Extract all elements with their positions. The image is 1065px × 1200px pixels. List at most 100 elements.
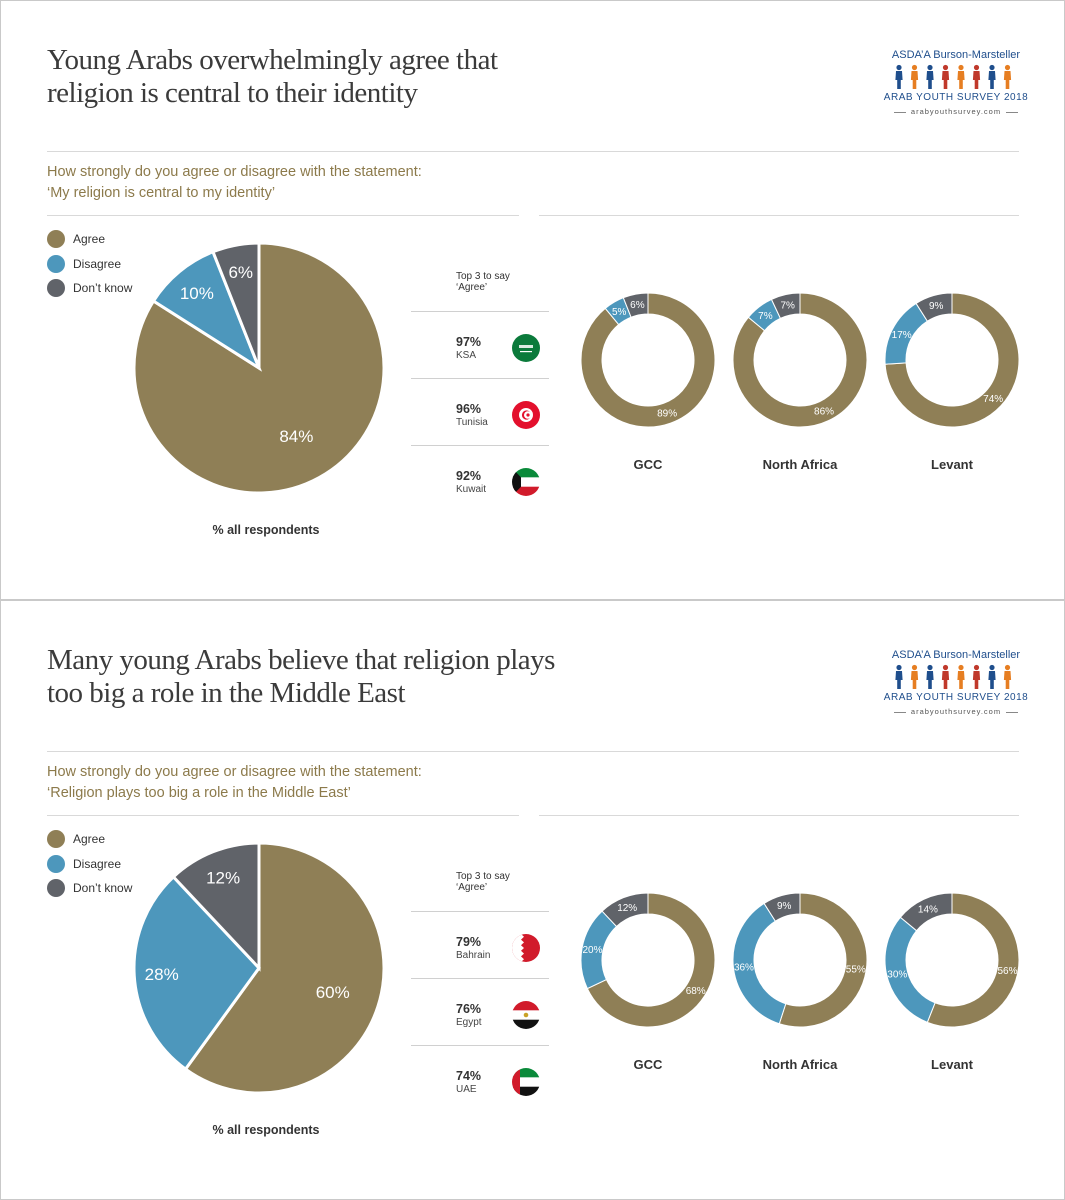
donut-slice-label: 74% (983, 394, 1003, 405)
slice-agree (778, 892, 868, 1028)
donut-slice-label: 30% (887, 970, 907, 981)
donut-slice-label: 17% (892, 330, 912, 341)
top3-row: 76% Egypt (411, 978, 549, 1045)
slice-dont-know (763, 892, 801, 922)
top3-country: UAE (456, 1084, 477, 1095)
top3-table: Top 3 to say ‘Agree’ 97% KSA 96% Tunisia… (411, 271, 549, 512)
slice-agree (586, 892, 716, 1028)
slide-religion-role: Many young Arabs believe that religion p… (0, 600, 1065, 1200)
slice-disagree (132, 874, 261, 1072)
person-figure-icon (926, 64, 934, 89)
chart-caption: % all respondents (212, 523, 320, 537)
top3-title: Top 3 to say ‘Agree’ (411, 871, 549, 911)
legend-label: Disagree (73, 256, 122, 271)
donut-slice-label: 9% (929, 301, 944, 312)
donut-slice-label: 56% (997, 966, 1017, 977)
donut-slice-label: 7% (758, 311, 773, 322)
person-figure-icon (910, 664, 919, 689)
donut-slice-label: 9% (777, 901, 792, 912)
slice-agree (732, 292, 868, 428)
slice-agree (580, 292, 716, 428)
legend-label: Don’t know (73, 881, 133, 896)
person-figure-icon (957, 664, 965, 689)
person-figure-icon (1003, 64, 1012, 89)
person-figure-icon (926, 664, 934, 689)
legend-label: Agree (73, 832, 106, 847)
brand-logo: ASDA’A Burson-Marsteller ARAB YOUTH SURV… (881, 49, 1031, 116)
slice-dont-know (770, 292, 801, 320)
person-figure-icon (1003, 664, 1012, 689)
region-label: Levant (931, 1057, 973, 1072)
slice-dont-know (171, 841, 261, 972)
pie-slice-label: 84% (279, 427, 313, 446)
uae-flag-icon (512, 1068, 540, 1096)
top3-country: Tunisia (456, 417, 488, 428)
divider (47, 215, 519, 216)
top3-country: KSA (456, 350, 477, 361)
brand-survey: ARAB YOUTH SURVEY 2018 (883, 92, 1029, 103)
brand-name: ASDA’A Burson-Marsteller (891, 49, 1021, 61)
person-figure-icon (988, 664, 996, 689)
slice-agree (884, 292, 1020, 428)
brand-url: arabyouthsurvey.com (881, 707, 1031, 716)
title-line: religion is central to their identity (47, 77, 418, 109)
survey-question: How strongly do you agree or disagree wi… (47, 162, 517, 204)
person-figure-icon (910, 64, 919, 89)
pie-slice-label: 60% (316, 983, 350, 1002)
tunisia-flag-icon (512, 401, 540, 429)
donut-gcc: 68% 20% 12% (580, 892, 716, 1028)
donut-slice-label: 20% (582, 945, 602, 956)
pie-slice-label: 6% (228, 263, 253, 282)
donut-north-africa: 55% 36% 9% (732, 892, 868, 1028)
legend: Agree Disagree Don’t know (47, 827, 132, 901)
slice-agree (183, 841, 386, 1095)
top3-country: Egypt (456, 1017, 482, 1028)
slice-disagree (151, 249, 263, 372)
top3-percent: 96% (456, 402, 482, 416)
chart-caption: % all respondents (212, 1123, 320, 1137)
top3-row: 79% Bahrain (411, 911, 549, 978)
top3-percent: 76% (456, 1002, 482, 1016)
slice-dont-know (899, 892, 953, 932)
legend-agree: Agree (47, 827, 132, 852)
person-figure-icon (957, 64, 965, 89)
donut-slice-label: 12% (617, 903, 637, 914)
brand-survey: ARAB YOUTH SURVEY 2018 (883, 692, 1029, 703)
pie-slice-label: 10% (180, 284, 214, 303)
main-pie-chart: 84% 10% 6% (132, 241, 386, 495)
donut-slice-label: 5% (612, 307, 627, 318)
legend-label: Agree (73, 232, 106, 247)
top3-row: 74% UAE (411, 1045, 549, 1112)
divider (539, 815, 1019, 816)
top3-percent: 97% (456, 335, 482, 349)
dont-know-swatch (47, 279, 65, 298)
donut-slice-label: 14% (918, 904, 938, 915)
region-label: North Africa (762, 1057, 838, 1072)
slide-title: Many young Arabs believe that religion p… (47, 644, 607, 710)
legend-dont-know: Don’t know (47, 876, 132, 901)
person-figure-icon (895, 664, 903, 689)
egypt-flag-icon (512, 1001, 540, 1029)
slide-title: Young Arabs overwhelmingly agree that re… (47, 44, 607, 110)
person-figure-icon (972, 664, 981, 689)
top3-country: Kuwait (456, 484, 487, 495)
top3-table: Top 3 to say ‘Agree’ 79% Bahrain 76% Egy… (411, 871, 549, 1112)
person-figure-icon (941, 64, 950, 89)
donut-slice-label: 86% (814, 407, 834, 418)
top3-percent: 79% (456, 935, 482, 949)
dont-know-swatch (47, 879, 65, 898)
top3-title: Top 3 to say ‘Agree’ (411, 271, 549, 311)
survey-question: How strongly do you agree or disagree wi… (47, 762, 517, 804)
disagree-swatch (47, 854, 65, 873)
top3-title-line: ‘Agree’ (456, 282, 488, 293)
region-label: GCC (633, 457, 663, 472)
top3-row: 97% KSA (411, 311, 549, 378)
youth-figures-icon (895, 664, 1012, 689)
pie-slice-label: 12% (206, 868, 240, 887)
donut-slice-label: 89% (657, 409, 677, 420)
divider (47, 151, 1019, 152)
top3-title-line: ‘Agree’ (456, 882, 488, 893)
top3-row: 92% Kuwait (411, 445, 549, 512)
brand-name: ASDA’A Burson-Marsteller (891, 649, 1021, 661)
main-pie-chart: 60% 28% 12% (132, 841, 386, 1095)
